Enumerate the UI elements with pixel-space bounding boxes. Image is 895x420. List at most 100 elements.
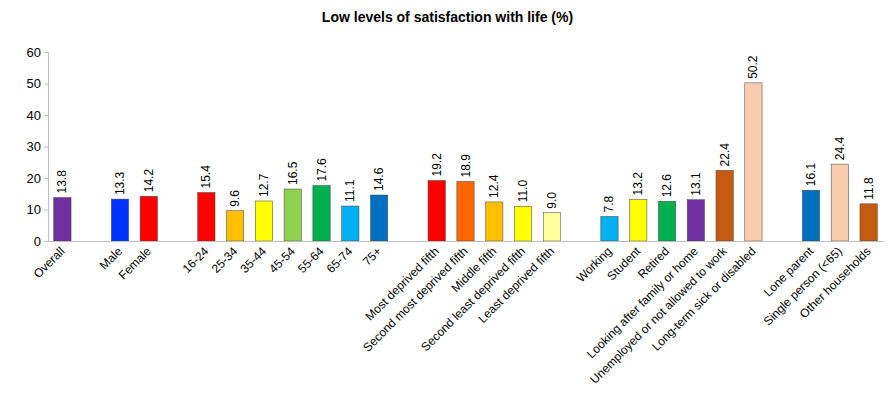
- bar: [601, 216, 618, 241]
- data-label: 13.8: [55, 170, 69, 194]
- y-tick-label: 20: [27, 171, 41, 186]
- x-tick: Overall: [31, 244, 68, 281]
- y-tick-label: 30: [27, 139, 41, 154]
- x-tick-label: 75+: [360, 244, 384, 268]
- x-axis-line: [49, 241, 884, 242]
- data-label: 9.6: [228, 190, 242, 207]
- x-tick-label: Long-term sick or disabled: [649, 244, 758, 353]
- x-tick-label: 45-54: [266, 244, 298, 276]
- data-label: 11.1: [343, 179, 357, 202]
- y-tick: 50: [27, 76, 48, 91]
- data-label: 9.0: [545, 192, 559, 209]
- data-label: 16.5: [286, 161, 300, 185]
- data-label: 12.6: [660, 174, 674, 198]
- data-label: 11.8: [862, 177, 876, 200]
- y-axis-line: [44, 53, 49, 242]
- data-label: 19.2: [430, 153, 444, 177]
- bar: [370, 195, 387, 241]
- data-label: 12.4: [487, 174, 501, 198]
- data-label: 14.6: [372, 167, 386, 191]
- data-label: 17.6: [315, 158, 329, 182]
- x-tick: 35-44: [237, 244, 269, 276]
- data-labels: 13.8 13.3 14.2 15.4 9.6 12.7 16.5 17.6 11.1 14.6 1…: [55, 55, 875, 212]
- y-tick-label: 60: [27, 45, 41, 60]
- bar: [284, 189, 301, 241]
- y-tick: 40: [27, 108, 48, 123]
- x-tick-label: Student: [604, 244, 644, 284]
- bar: [514, 206, 531, 241]
- data-label: 12.7: [257, 173, 271, 197]
- y-tick: 30: [27, 139, 48, 154]
- x-tick-label: 16-24: [180, 244, 212, 276]
- data-label: 50.2: [746, 55, 760, 79]
- bar: [313, 186, 330, 241]
- bar: [227, 211, 244, 241]
- x-tick-label: Looking after family or home: [584, 244, 701, 361]
- x-tick-label: 25-34: [209, 244, 241, 276]
- x-tick: 45-54: [266, 244, 298, 276]
- y-tick-mark: [44, 84, 48, 85]
- data-label: 13.1: [689, 172, 703, 196]
- bar: [630, 199, 647, 241]
- y-tick-mark: [44, 241, 48, 242]
- bar: [543, 213, 560, 241]
- y-tick-mark: [44, 52, 48, 53]
- bar: [486, 202, 503, 241]
- bar: [255, 201, 272, 241]
- bar: [831, 164, 848, 241]
- y-tick-mark: [44, 115, 48, 116]
- y-tick: 10: [27, 202, 48, 217]
- x-tick: 16-24: [180, 244, 212, 276]
- x-tick-label: Second most deprived fifth: [360, 244, 470, 354]
- y-tick-mark: [44, 210, 48, 211]
- x-tick-label: 55-64: [295, 244, 327, 276]
- data-label: 18.9: [459, 154, 473, 178]
- y-tick-mark: [44, 178, 48, 179]
- y-tick: 0: [34, 234, 48, 249]
- data-label: 24.4: [833, 136, 847, 160]
- y-tick: 60: [27, 45, 48, 60]
- bar: [54, 198, 71, 241]
- data-label: 16.1: [804, 163, 818, 187]
- chart: Low levels of satisfaction with life (%)…: [0, 0, 895, 420]
- x-tick: Second most deprived fifth: [360, 244, 470, 354]
- data-label: 11.0: [516, 180, 530, 203]
- x-tick-label: Other households: [797, 244, 874, 321]
- y-tick-label: 40: [27, 108, 41, 123]
- data-label: 7.8: [602, 195, 616, 212]
- data-label: 14.2: [142, 169, 156, 193]
- bar: [198, 192, 215, 241]
- x-tick-label: 35-44: [237, 244, 269, 276]
- y-tick-mark: [44, 147, 48, 148]
- x-tick: Student: [604, 244, 644, 284]
- x-tick: 75+: [360, 244, 384, 268]
- bar: [802, 190, 819, 241]
- x-tick-label: Female: [116, 244, 154, 282]
- x-tick-label: Least deprived fifth: [475, 244, 557, 326]
- bar: [860, 204, 877, 241]
- x-tick: Least deprived fifth: [475, 244, 557, 326]
- x-tick-label: Unemployed or not allowed to work: [587, 243, 730, 386]
- bar: [111, 199, 128, 241]
- x-tick: Unemployed or not allowed to work: [587, 243, 730, 386]
- bar: [428, 181, 445, 241]
- x-tick: Other households: [797, 244, 874, 321]
- bar: [745, 83, 762, 241]
- y-tick-label: 0: [34, 234, 41, 249]
- data-label: 22.4: [718, 143, 732, 167]
- x-tick: 25-34: [209, 244, 241, 276]
- y-axis: 0 10 20 30 40 50 60: [27, 45, 49, 249]
- data-label: 15.4: [199, 165, 213, 189]
- bar: [457, 181, 474, 241]
- y-tick-label: 50: [27, 76, 41, 91]
- bar: [658, 201, 675, 241]
- title: Low levels of satisfaction with life (%): [322, 9, 573, 25]
- bar: [716, 170, 733, 241]
- x-tick: 55-64: [295, 244, 327, 276]
- x-tick: Female: [116, 244, 154, 282]
- data-label: 13.3: [113, 171, 127, 195]
- x-tick: Looking after family or home: [584, 244, 701, 361]
- x-tick-label: 65-74: [324, 244, 356, 276]
- x-tick: Long-term sick or disabled: [649, 244, 758, 353]
- x-tick-label: Overall: [31, 244, 68, 281]
